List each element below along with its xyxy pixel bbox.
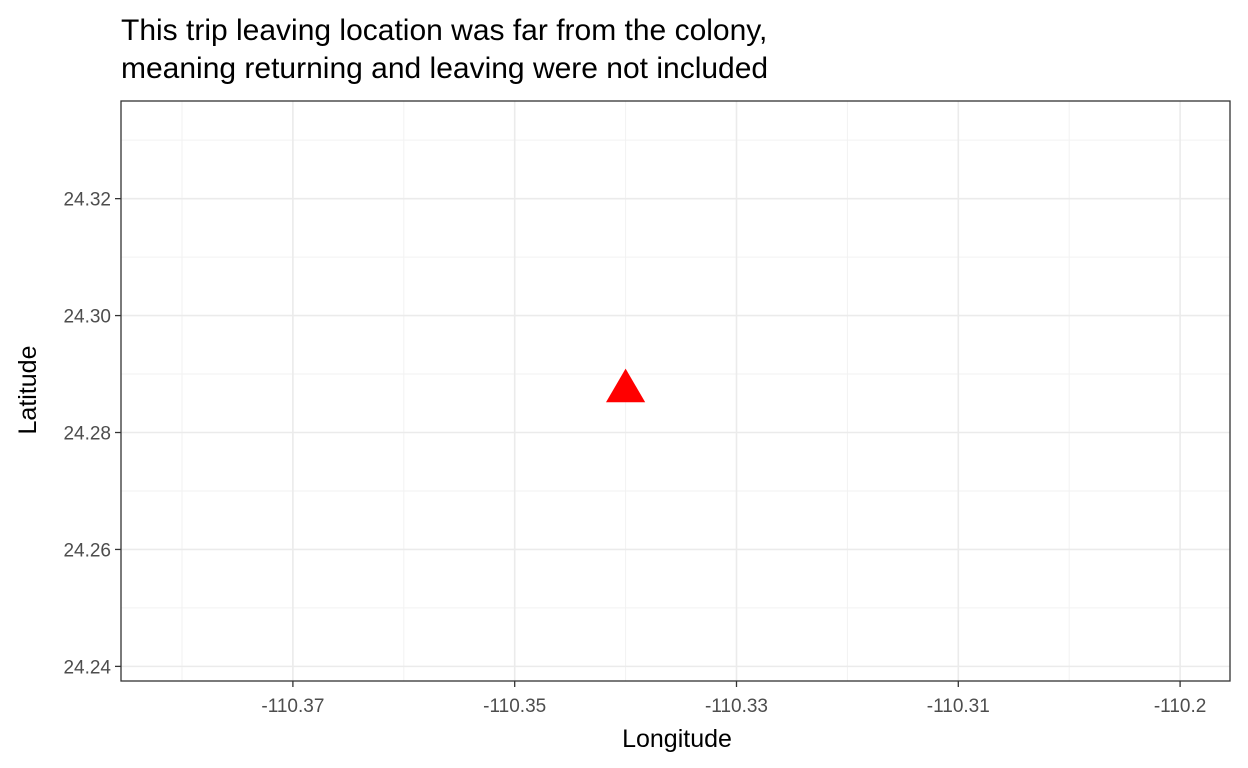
x-axis-ticks: -110.37 -110.35 -110.33 -110.31 -110.2 bbox=[261, 681, 1206, 717]
chart-title-line-1: This trip leaving location was far from … bbox=[121, 14, 768, 47]
y-tick-label: 24.28 bbox=[63, 424, 111, 445]
x-tick-label: -110.31 bbox=[927, 696, 990, 717]
y-tick-label: 24.26 bbox=[63, 540, 111, 561]
chart-title-line-2: meaning returning and leaving were not i… bbox=[121, 52, 769, 85]
x-tick-label: -110.33 bbox=[705, 696, 768, 717]
panel-border bbox=[120, 100, 1231, 682]
triangle-point bbox=[605, 368, 646, 403]
y-tick-label: 24.32 bbox=[63, 190, 111, 211]
y-axis-title: Latitude bbox=[14, 346, 42, 435]
major-grid bbox=[121, 101, 1230, 681]
y-axis-ticks: 24.24 24.26 24.28 24.30 24.32 bbox=[63, 190, 121, 678]
x-tick-label: -110.35 bbox=[483, 696, 546, 717]
x-tick-label: -110.37 bbox=[261, 696, 324, 717]
x-tick-label: -110.2 bbox=[1154, 696, 1206, 717]
y-tick-label: 24.30 bbox=[63, 307, 111, 328]
chart-title: This trip leaving location was far from … bbox=[121, 12, 1221, 88]
x-axis-title: Longitude bbox=[622, 725, 732, 753]
data-points bbox=[605, 368, 646, 403]
minor-grid bbox=[121, 101, 1230, 681]
y-tick-label: 24.24 bbox=[63, 657, 111, 678]
